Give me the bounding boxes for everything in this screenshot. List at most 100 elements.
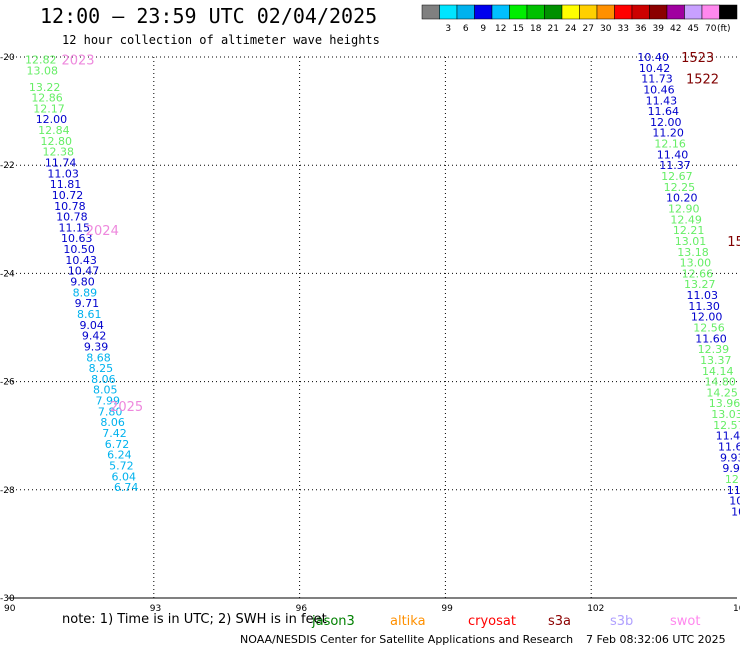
wave-height-label: 11.73 bbox=[641, 73, 673, 86]
y-tick-label: -24 bbox=[0, 269, 15, 279]
wave-height-label: 14.14 bbox=[702, 365, 734, 378]
wave-height-label: 12.0 bbox=[725, 473, 740, 486]
colorbar-label: 6 bbox=[463, 24, 469, 34]
chart-subtitle: 12 hour collection of altimeter wave hei… bbox=[62, 33, 380, 47]
wave-height-label: 11.43 bbox=[646, 94, 678, 107]
wave-height-label: 13.18 bbox=[677, 246, 709, 259]
credit-text: NOAA/NESDIS Center for Satellite Applica… bbox=[240, 633, 574, 646]
colorbar-swatch bbox=[439, 4, 458, 20]
wave-height-label: 13.37 bbox=[700, 354, 732, 367]
wave-height-label: 9.71 bbox=[75, 297, 100, 310]
wave-height-label: 12.00 bbox=[36, 113, 67, 126]
satellite-legend-cryosat: cryosat bbox=[468, 614, 516, 629]
wave-height-label: 14.25 bbox=[706, 386, 738, 399]
colorbar-label: 42 bbox=[670, 24, 681, 34]
wave-height-label: 12.39 bbox=[698, 343, 730, 356]
satellite-legend-jason3: jason3 bbox=[311, 614, 355, 629]
wave-height-label: 11.03 bbox=[686, 289, 718, 302]
wave-height-label: 10 bbox=[729, 495, 740, 508]
wave-height-label: 6.04 bbox=[112, 470, 137, 483]
wave-height-label: 5.72 bbox=[109, 459, 134, 472]
satellite-legend-altika: altika bbox=[390, 614, 426, 629]
wave-height-label: 13.96 bbox=[709, 397, 740, 410]
wave-height-label: 11.64 bbox=[648, 105, 680, 118]
chart-grid bbox=[8, 56, 737, 599]
wave-height-label: 7.99 bbox=[95, 395, 120, 408]
wave-height-label: 10.20 bbox=[666, 192, 698, 205]
wave-height-label: 13.08 bbox=[26, 65, 58, 78]
y-tick-label: -26 bbox=[0, 378, 15, 388]
wave-height-label: 12.17 bbox=[33, 102, 65, 115]
wave-height-label: 11.40 bbox=[657, 148, 689, 161]
wave-height-label: 12.80 bbox=[41, 135, 72, 148]
chart-axes: 90 93 96 99 102 105 -20 -22 -24 -26 -28 -30 bbox=[0, 53, 740, 614]
colorbar-unit: (ft) bbox=[717, 24, 731, 34]
wave-height-label: 9.04 bbox=[79, 319, 104, 332]
wave-height-label: 8.61 bbox=[77, 308, 102, 321]
time-label: 2023 bbox=[61, 54, 94, 69]
wave-height-label: 9.93 bbox=[720, 451, 740, 464]
colorbar-swatch bbox=[596, 4, 615, 20]
wave-height-label: 10.40 bbox=[637, 51, 669, 64]
satellite-legend-s3a: s3a bbox=[548, 614, 571, 629]
wave-height-label: 6.24 bbox=[107, 449, 132, 462]
y-tick-label: -20 bbox=[0, 53, 15, 63]
wave-height-label: 11.15 bbox=[59, 221, 91, 234]
wave-height-label: 12.38 bbox=[43, 146, 74, 159]
colorbar-swatch bbox=[456, 4, 475, 20]
colorbar-swatch bbox=[474, 4, 493, 20]
colorbar-legend: 3 6 9 12 15 18 21 24 27 30 33 36 39 42 45 70 (ft) bbox=[421, 4, 738, 34]
x-tick-label: 99 bbox=[441, 604, 453, 614]
wave-height-label: 12.00 bbox=[691, 311, 723, 324]
time-label: 1522 bbox=[686, 73, 719, 88]
colorbar-swatch bbox=[631, 4, 650, 20]
wave-height-label: 11.03 bbox=[47, 167, 78, 180]
wave-height-label: 12.82 bbox=[25, 54, 57, 67]
colorbar-swatch bbox=[509, 4, 528, 20]
wave-height-label: 10 bbox=[731, 505, 740, 518]
x-tick-label: 96 bbox=[296, 604, 308, 614]
colorbar-label: 33 bbox=[618, 24, 629, 34]
wave-height-label: 13.22 bbox=[29, 81, 61, 94]
colorbar-label: 18 bbox=[530, 24, 542, 34]
colorbar-label: 45 bbox=[688, 24, 699, 34]
colorbar-swatch bbox=[544, 4, 563, 20]
wave-height-label: 7.80 bbox=[98, 405, 123, 418]
wave-height-label: 13.00 bbox=[680, 257, 712, 270]
wave-height-label: 10.78 bbox=[56, 211, 88, 224]
x-tick-label: 90 bbox=[4, 604, 16, 614]
wave-height-label: 11. bbox=[727, 484, 740, 497]
satellite-legend-swot: swot bbox=[670, 614, 700, 629]
wave-height-label: 13.27 bbox=[684, 278, 716, 291]
colorbar-swatch bbox=[684, 4, 703, 20]
wave-height-label: 12.25 bbox=[664, 181, 696, 194]
x-tick-label: 102 bbox=[587, 604, 604, 614]
wave-height-label: 11.30 bbox=[688, 300, 720, 313]
wave-height-label: 12.66 bbox=[682, 267, 714, 280]
satellite-legend: jason3 altika cryosat s3a s3b swot bbox=[311, 614, 700, 629]
colorbar-swatch bbox=[701, 4, 720, 20]
wave-height-label: 10.63 bbox=[61, 232, 93, 245]
wave-height-label: 12.67 bbox=[661, 170, 693, 183]
colorbar-swatch bbox=[614, 4, 633, 20]
colorbar-swatch bbox=[579, 4, 598, 20]
wave-height-label: 11.81 bbox=[50, 178, 82, 191]
time-label: 2025 bbox=[110, 400, 143, 415]
wave-height-label: 11.60 bbox=[718, 441, 740, 454]
wave-height-label: 12.57 bbox=[713, 419, 740, 432]
wave-height-label: 11.37 bbox=[659, 159, 691, 172]
colorbar-swatch bbox=[666, 4, 685, 20]
wave-height-label: 13.01 bbox=[675, 235, 707, 248]
colorbar-swatch bbox=[526, 4, 545, 20]
colorbar-label: 24 bbox=[565, 24, 577, 34]
wave-height-label: 9.42 bbox=[82, 330, 107, 343]
generated-time: 7 Feb 08:32:06 UTC 2025 bbox=[586, 633, 726, 646]
x-tick-label: 105 bbox=[733, 604, 740, 614]
chart-marks: 12.8213.0813.2212.8612.1712.0012.8412.80… bbox=[25, 51, 740, 518]
time-label: 1521 bbox=[727, 235, 740, 250]
wave-height-label: 10.43 bbox=[65, 254, 97, 267]
satellite-legend-s3b: s3b bbox=[610, 614, 633, 629]
colorbar-swatch bbox=[421, 4, 440, 20]
colorbar-label: 39 bbox=[653, 24, 665, 34]
